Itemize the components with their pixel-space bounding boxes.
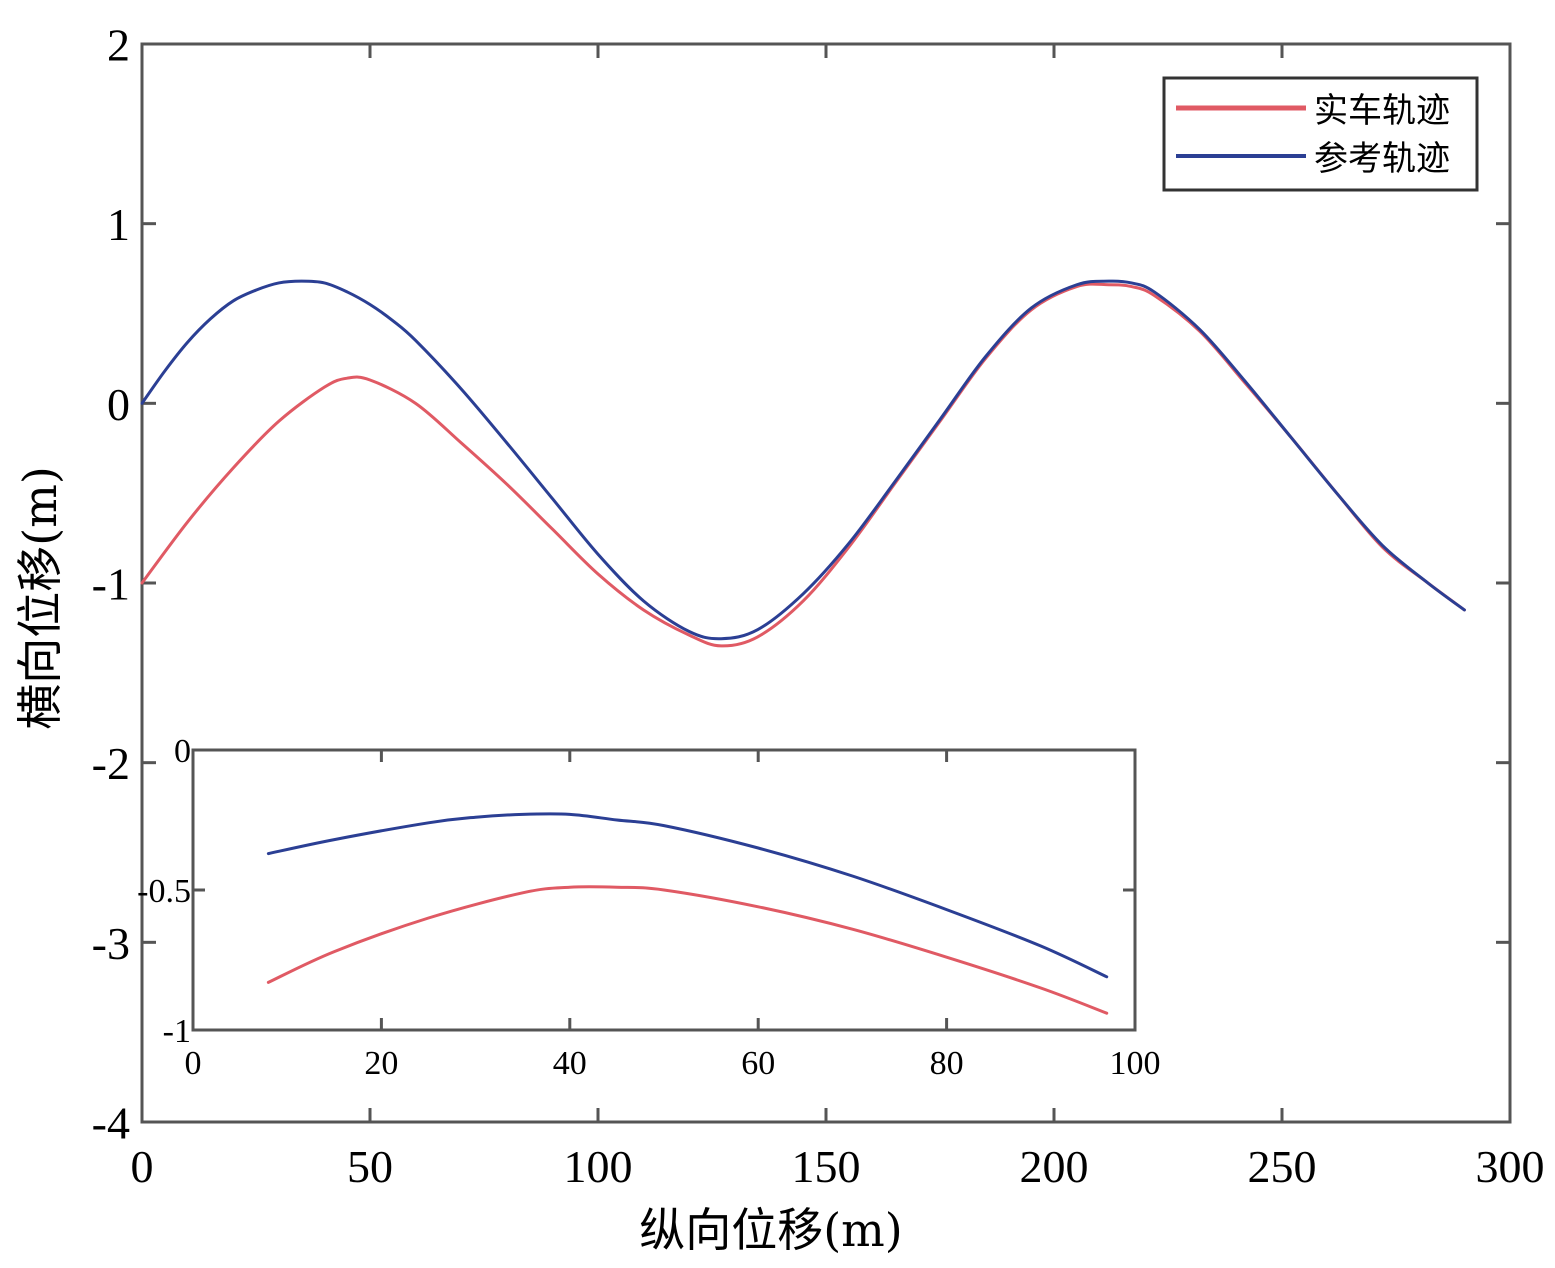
legend-box: [1162, 76, 1479, 192]
main-y-tick-label: 1: [107, 199, 130, 250]
legend-label-actual: 实车轨迹: [1314, 91, 1450, 131]
inset-series-line-actual: [266, 885, 1109, 1015]
inset-x-tick-label: 0: [185, 1045, 202, 1082]
y-axis-label: 横向位移(m): [13, 466, 67, 730]
main-y-tick-label: 2: [107, 20, 130, 71]
inset-y-tick-label: 0: [174, 733, 191, 770]
main-x-tick-label: 200: [1020, 1141, 1089, 1192]
inset-tick-labels: 0 20 40 60 80 100 -1 -0.5 0: [137, 733, 1160, 1082]
main-x-tick-label: 300: [1476, 1141, 1545, 1192]
inset-x-tick-label: 20: [364, 1045, 398, 1082]
legend: 实车轨迹 参考轨迹: [1162, 76, 1479, 192]
inset-x-tick-label: 100: [1110, 1045, 1161, 1082]
main-x-tick-label: 0: [131, 1141, 154, 1192]
inset-plot: 0 20 40 60 80 100 -1 -0.5 0: [137, 733, 1160, 1082]
main-series-line-reference: [140, 279, 1466, 641]
main-y-tick-label: -4: [92, 1098, 130, 1149]
main-y-tick-label: -3: [92, 918, 130, 969]
inset-x-tick-label: 40: [553, 1045, 587, 1082]
inset-y-tick-label: -1: [163, 1013, 191, 1050]
main-y-tick-label: -1: [92, 559, 130, 610]
main-series: [140, 279, 1466, 648]
main-x-tick-label: 250: [1248, 1141, 1317, 1192]
main-x-tick-label: 50: [347, 1141, 393, 1192]
inset-ticks: [191, 748, 1137, 1032]
x-axis-label: 纵向位移(m): [639, 1203, 903, 1257]
inset-y-tick-label: -0.5: [137, 873, 191, 910]
main-y-tick-label: -2: [92, 738, 130, 789]
main-series-line-actual: [140, 282, 1466, 648]
inset-x-tick-label: 60: [741, 1045, 775, 1082]
main-x-tick-label: 150: [792, 1141, 861, 1192]
main-x-tick-label: 100: [564, 1141, 633, 1192]
inset-x-tick-label: 80: [930, 1045, 964, 1082]
legend-label-reference: 参考轨迹: [1314, 139, 1450, 179]
main-y-tick-label: 0: [107, 379, 130, 430]
inset-series: [266, 812, 1109, 1015]
main-ticks: [140, 42, 1512, 1124]
inset-series-line-reference: [266, 812, 1109, 979]
